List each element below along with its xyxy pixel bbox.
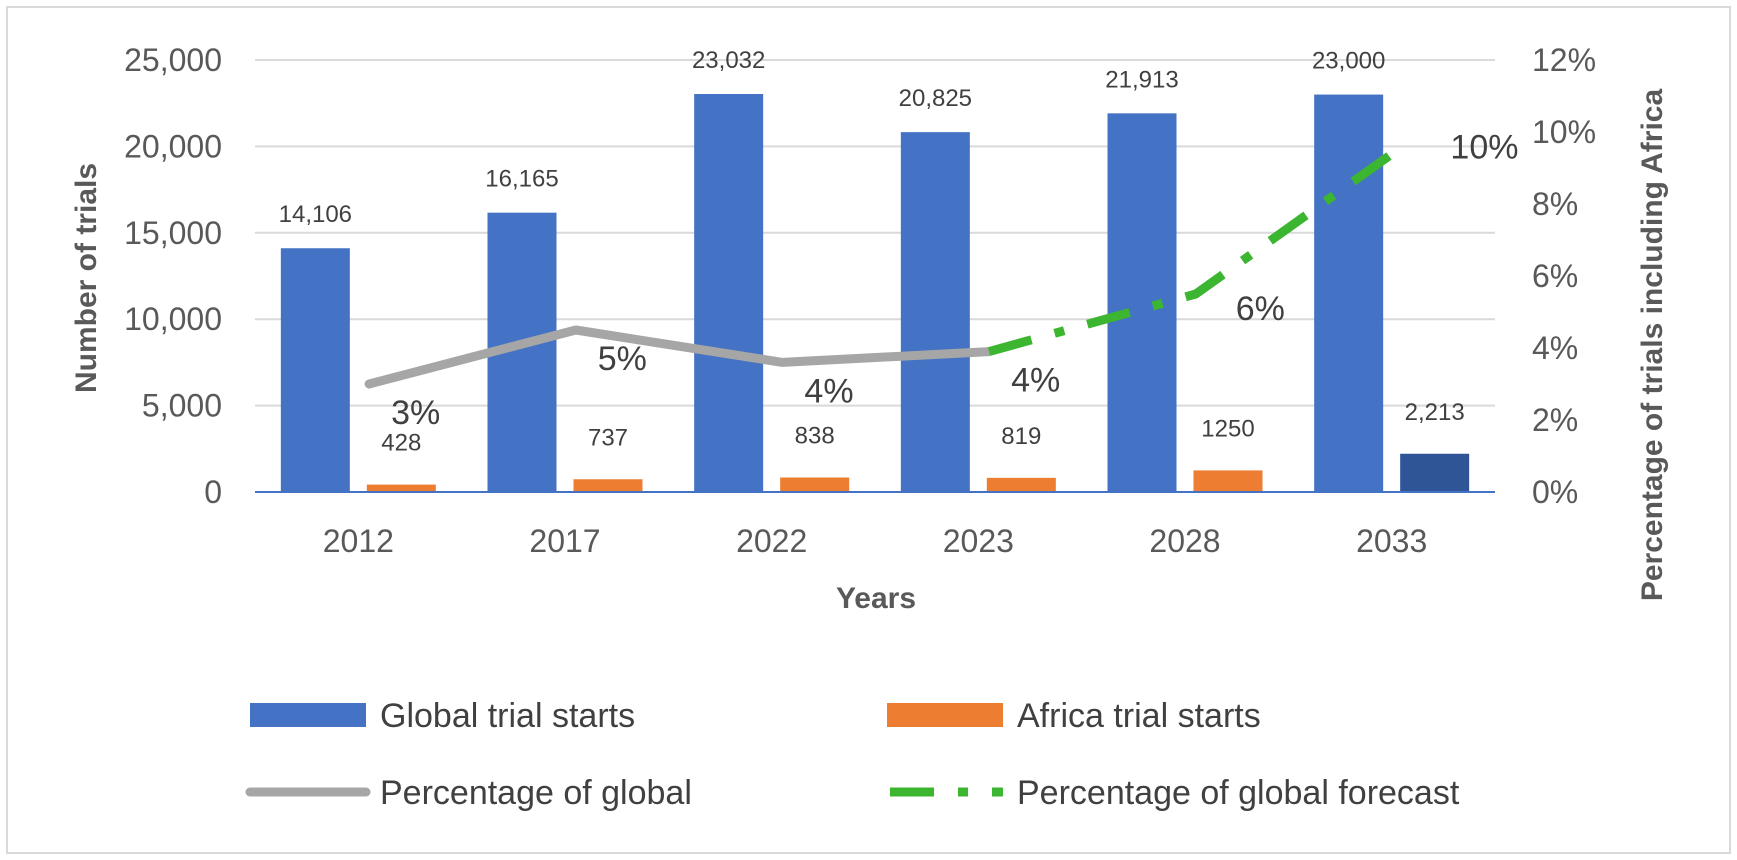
- data-label-percentage-of-global-forecast: 10%: [1450, 128, 1518, 166]
- bar-global-trial-starts: [900, 132, 970, 493]
- data-label-africa-trial-starts: 838: [795, 423, 835, 450]
- y2-tick-label: 4%: [1532, 330, 1578, 366]
- data-label-global-trial-starts: 23,000: [1312, 48, 1385, 75]
- axes: 0 5,000 10,000 15,000 20,000 25,000 0% 2% 4% 6% 8%…: [124, 42, 1596, 559]
- bar-global-trial-starts: [1314, 94, 1384, 492]
- x-tick-label: 2017: [529, 523, 600, 559]
- y-tick-label: 10,000: [124, 301, 222, 337]
- y2-tick-label: 10%: [1532, 114, 1596, 150]
- line-series: [364, 142, 1406, 389]
- y2-axis-title: Percentage of trials including Africa: [1636, 89, 1669, 602]
- data-label-percentage-of-global: 4%: [804, 372, 853, 410]
- legend: Global trial starts Africa trial starts …: [245, 697, 1460, 812]
- y2-tick-label: 2%: [1532, 402, 1578, 438]
- y2-tick-label: 12%: [1532, 42, 1596, 78]
- y-tick-label: 15,000: [124, 215, 222, 251]
- x-tick-label: 2033: [1356, 523, 1427, 559]
- legend-swatch-africa: [887, 703, 1003, 727]
- y2-tick-label: 8%: [1532, 186, 1578, 222]
- bar-global-trial-starts: [1107, 113, 1177, 493]
- data-label-percentage-of-global-forecast: 6%: [1236, 290, 1285, 328]
- data-label-africa-trial-starts: 819: [1001, 423, 1041, 450]
- data-label-africa-trial-starts: 1250: [1201, 415, 1254, 442]
- gridlines: [255, 59, 1495, 407]
- x-tick-label: 2023: [943, 523, 1014, 559]
- bar-africa-trial-starts: [1193, 470, 1263, 492]
- data-label-africa-trial-starts: 2,213: [1405, 399, 1465, 426]
- x-tick-label: 2012: [323, 523, 394, 559]
- y-tick-label: 0: [204, 474, 222, 510]
- bar-africa-trial-starts: [366, 484, 436, 492]
- legend-swatch-global: [250, 703, 366, 727]
- x-tick-label: 2022: [736, 523, 807, 559]
- x-axis-title: Years: [836, 582, 916, 615]
- y-tick-label: 5,000: [142, 388, 222, 424]
- y-axis-title: Number of trials: [70, 163, 103, 393]
- data-label-africa-trial-starts: 737: [588, 424, 628, 451]
- data-label-percentage-of-global: 4%: [1011, 362, 1060, 400]
- data-labels: 14,106 16,165 23,032 20,825 21,913 23,000 428 7…: [279, 47, 1519, 457]
- y2-tick-label: 0%: [1532, 474, 1578, 510]
- line-percentage-of-global: [364, 325, 994, 389]
- y2-tick-label: 6%: [1532, 258, 1578, 294]
- y-tick-label: 20,000: [124, 128, 222, 164]
- legend-label-global: Global trial starts: [380, 697, 635, 735]
- data-label-africa-trial-starts: 428: [381, 430, 421, 457]
- data-label-percentage-of-global: 5%: [598, 340, 647, 378]
- data-label-percentage-of-global: 3%: [391, 394, 440, 432]
- bar-series: [280, 94, 1470, 493]
- data-label-global-trial-starts: 14,106: [279, 201, 352, 228]
- data-label-global-trial-starts: 16,165: [485, 166, 558, 193]
- line-percentage-of-global-forecast: [987, 142, 1406, 356]
- x-tick-label: 2028: [1149, 523, 1220, 559]
- y-tick-label: 25,000: [124, 42, 222, 78]
- data-label-global-trial-starts: 21,913: [1105, 66, 1178, 93]
- legend-label-percentage: Percentage of global: [380, 774, 692, 812]
- bar-africa-trial-starts: [986, 477, 1056, 492]
- legend-label-forecast: Percentage of global forecast: [1017, 774, 1460, 812]
- data-label-global-trial-starts: 20,825: [899, 85, 972, 112]
- bar-africa-trial-starts: [780, 477, 850, 492]
- bar-global-trial-starts: [694, 94, 764, 492]
- bar-africa-trial-starts: [573, 479, 643, 492]
- data-label-global-trial-starts: 23,032: [692, 47, 765, 74]
- bar-africa-trial-starts: [1400, 453, 1470, 492]
- legend-label-africa: Africa trial starts: [1017, 697, 1261, 735]
- bar-global-trial-starts: [280, 248, 350, 492]
